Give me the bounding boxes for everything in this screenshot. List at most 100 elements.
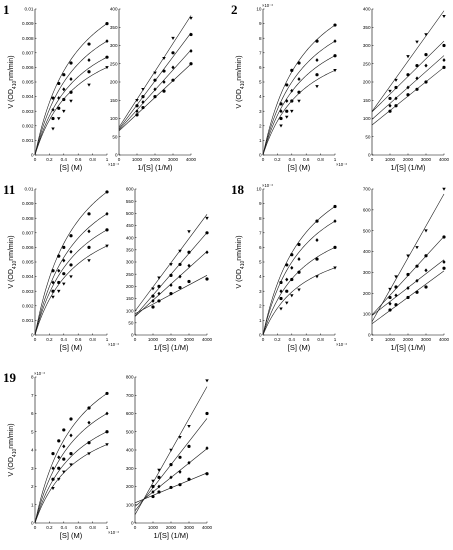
data-point-series-1 <box>141 88 145 92</box>
data-point-series-1 <box>187 230 191 234</box>
x-tick-label: 0.6 <box>75 157 82 162</box>
data-point-series-2 <box>388 295 392 300</box>
data-point-series-4 <box>279 307 283 311</box>
fit-curve-series-2 <box>262 220 336 336</box>
x-tick-label: 0 <box>371 337 374 342</box>
data-point-series-4 <box>187 279 191 284</box>
data-point-series-2 <box>205 231 209 235</box>
fit-curve-series-1 <box>371 10 445 112</box>
data-point-series-3 <box>87 245 91 249</box>
plot-1-michaelis-menten: 0 0.001 0.002 0.003 0.004 0.005 0.006 0.007 0.00… <box>22 7 119 172</box>
x-tick-label: 0.6 <box>75 337 82 342</box>
panel-label-1: 1 <box>3 2 10 17</box>
data-point-series-2 <box>57 96 61 100</box>
x-tick-label: 2000 <box>166 525 177 530</box>
data-point-series-3 <box>62 457 66 461</box>
data-point-series-4 <box>406 93 410 97</box>
data-point-series-4 <box>169 485 173 490</box>
data-point-series-3 <box>57 466 61 470</box>
x-tick-label: 0 <box>134 337 137 342</box>
y-tick-label: 700 <box>126 393 134 398</box>
y-tick-label: 0.005 <box>22 260 34 265</box>
data-point-series-3 <box>178 274 182 279</box>
x-multiplier-label: ×10⁻³ <box>108 342 119 347</box>
data-point-series-2 <box>151 484 155 489</box>
x-tick-label: 1000 <box>385 337 396 342</box>
data-point-series-1 <box>394 78 398 82</box>
data-point-series-1 <box>157 468 161 472</box>
y-axis-label: V (OD410nm/min) <box>8 55 18 108</box>
data-point-series-4 <box>388 109 392 113</box>
data-point-series-4 <box>424 80 428 84</box>
data-point-series-4 <box>57 289 61 293</box>
data-point-series-3 <box>406 286 410 290</box>
data-point-series-2 <box>51 107 55 112</box>
y-tick-label: 300 <box>126 260 134 265</box>
y-tick-label: 0 <box>115 153 118 158</box>
y-tick-label: 350 <box>126 247 134 252</box>
y-tick-label: 100 <box>126 502 134 507</box>
y-axis-label: V (OD410nm/min) <box>8 235 18 288</box>
data-point-series-4 <box>442 65 446 69</box>
data-point-series-1 <box>69 234 73 238</box>
data-point-series-1 <box>315 39 319 43</box>
y-tick-label: 0.006 <box>22 245 34 250</box>
data-point-series-4 <box>290 109 294 113</box>
y-tick-label: 8 <box>31 375 34 380</box>
data-point-series-3 <box>388 301 392 306</box>
y-tick-label: 7 <box>259 50 262 55</box>
y-tick-label: 350 <box>363 25 371 30</box>
axis-frame <box>371 189 444 336</box>
y-tick-label: 0.007 <box>22 50 34 55</box>
data-point-series-4 <box>290 294 294 298</box>
data-point-series-2 <box>187 444 191 448</box>
data-point-series-1 <box>187 424 191 429</box>
y-tick-label: 0.004 <box>22 274 34 279</box>
data-point-series-2 <box>62 87 66 92</box>
y-tick-label: 5 <box>259 80 262 85</box>
data-point-series-2 <box>141 95 145 99</box>
data-point-series-1 <box>57 439 61 443</box>
data-point-series-3 <box>135 109 139 114</box>
x-tick-label: 1000 <box>148 337 159 342</box>
data-point-series-3 <box>62 272 66 276</box>
y-tick-label: 4 <box>259 274 262 279</box>
data-point-series-1 <box>442 15 446 19</box>
y-tick-label: 50 <box>365 134 371 139</box>
x-tick-label: 1000 <box>148 525 159 530</box>
y-tick-label: 600 <box>126 187 134 192</box>
x-multiplier-label: ×10⁻³ <box>336 162 347 167</box>
data-point-series-1 <box>189 16 193 20</box>
x-tick-label: 1000 <box>385 157 396 162</box>
x-tick-label: 0.6 <box>75 525 82 530</box>
data-point-series-4 <box>169 292 173 296</box>
x-tick-label: 2000 <box>403 157 414 162</box>
data-point-series-3 <box>442 58 446 63</box>
data-point-series-4 <box>388 308 392 312</box>
data-point-series-4 <box>333 266 337 270</box>
data-point-series-4 <box>141 105 145 110</box>
data-point-series-1 <box>169 448 173 452</box>
data-point-series-3 <box>279 296 283 301</box>
fit-curve-series-1 <box>262 206 336 336</box>
data-point-series-4 <box>57 117 61 121</box>
y-tick-label: 800 <box>126 375 134 380</box>
axis-frame <box>34 9 107 156</box>
data-point-series-1 <box>415 40 419 44</box>
data-point-series-2 <box>333 219 337 224</box>
data-point-series-2 <box>87 420 91 425</box>
data-point-series-2 <box>69 77 73 81</box>
y-tick-label: 0.002 <box>22 303 34 308</box>
x-axis-label: 1/[S] (1/M) <box>390 343 426 352</box>
data-point-series-2 <box>333 39 337 44</box>
data-point-series-1 <box>51 269 55 273</box>
x-tick-label: 0.2 <box>46 337 53 342</box>
data-point-series-1 <box>105 22 109 26</box>
data-point-series-4 <box>51 127 55 131</box>
y-tick-label: 0.001 <box>22 138 34 143</box>
data-point-series-1 <box>388 89 392 93</box>
data-point-series-4 <box>424 285 428 289</box>
data-point-series-4 <box>187 477 191 481</box>
data-point-series-3 <box>415 278 419 283</box>
